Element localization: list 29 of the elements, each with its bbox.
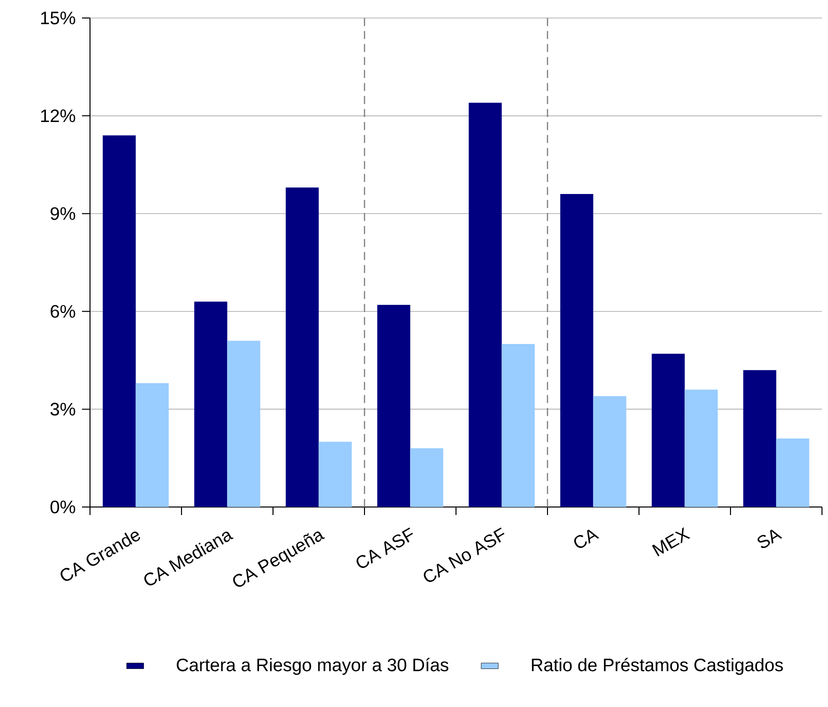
bar — [227, 340, 260, 507]
bar — [136, 383, 169, 507]
bar — [194, 302, 228, 507]
y-tick-label: 6% — [50, 305, 76, 318]
bar — [102, 135, 136, 507]
y-tick-label: 15% — [41, 12, 76, 24]
y-tick-label: 0% — [50, 500, 76, 514]
legend-label: Cartera a Riesgo mayor a 30 Días — [176, 658, 448, 675]
bar — [560, 194, 594, 507]
bar — [410, 448, 444, 507]
bar — [318, 442, 352, 507]
y-tick-label: 9% — [50, 207, 76, 220]
bar — [593, 396, 626, 507]
x-tick-label: MEX — [652, 527, 690, 556]
bar — [286, 188, 319, 507]
x-tick-label: CA No ASF — [424, 527, 504, 582]
x-tick-label: CA — [574, 530, 600, 548]
y-tick-label: 3% — [50, 402, 76, 416]
bar — [468, 102, 502, 507]
bar — [502, 344, 535, 507]
x-tick-label: SA — [758, 530, 782, 548]
bar — [684, 390, 718, 507]
bar — [652, 354, 685, 507]
x-tick-label: CA ASF — [356, 527, 413, 568]
bar — [776, 438, 810, 507]
y-tick-label: 12% — [41, 109, 76, 122]
legend-label: Ratio de Préstamos Castigados — [532, 658, 783, 675]
bar — [743, 370, 776, 507]
bar — [377, 304, 410, 507]
